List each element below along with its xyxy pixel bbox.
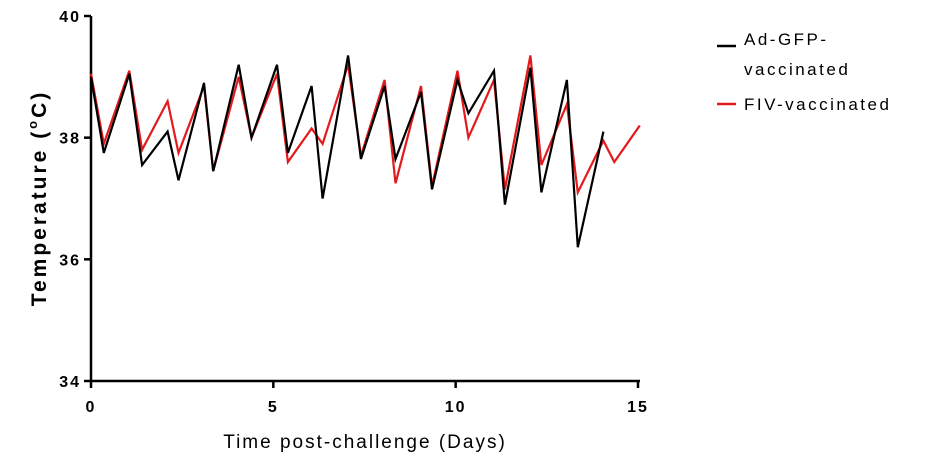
legend-label-fiv: FIV-vaccinated [744,95,891,114]
legend-label-ad-gfp-line2: vaccinated [744,60,850,79]
x-tick-label: 10 [445,399,467,416]
axis-ticks: 0 5 10 15 34 36 38 40 [59,9,649,416]
x-tick-label: 0 [86,399,97,416]
series-line-ad-gfp-vaccinated [89,55,605,248]
y-tick-label: 36 [59,252,81,269]
y-tick-label: 34 [59,374,81,391]
y-axis-title-degree: o [25,118,40,129]
legend: Ad-GFP- vaccinated FIV-vaccinated [717,30,891,114]
y-axis-title: Temperature (oC) [25,90,51,307]
x-tick-label: 15 [627,399,649,416]
y-tick-label: 40 [59,9,81,26]
x-axis-title: Time post-challenge (Days) [223,432,507,453]
x-tick-label: 5 [268,399,279,416]
y-tick-label: 38 [59,131,81,148]
y-axis-title-unit: C) [28,90,51,118]
y-axis-title-main: Temperature ( [28,129,51,306]
legend-label-ad-gfp-line1: Ad-GFP- [744,30,829,49]
series-layer [89,55,641,248]
